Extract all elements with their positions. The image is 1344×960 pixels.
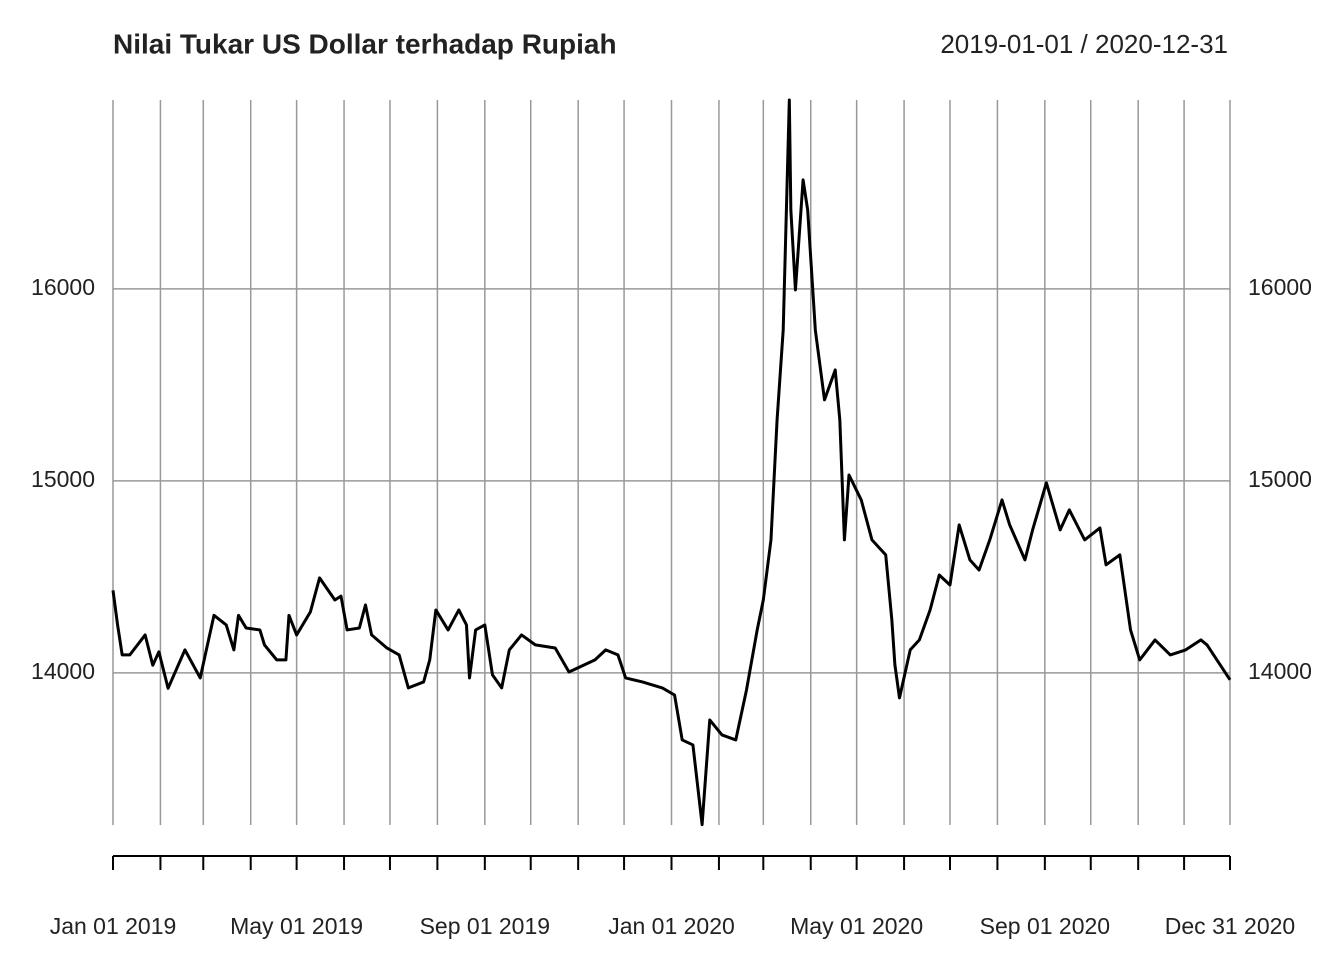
y-tick-label-right: 14000: [1248, 658, 1312, 684]
x-tick-label: May 01 2020: [790, 913, 923, 939]
x-tick-label: Jan 01 2019: [50, 913, 177, 939]
chart-title: Nilai Tukar US Dollar terhadap Rupiah: [113, 28, 617, 59]
x-tick-label: Jan 01 2020: [608, 913, 735, 939]
x-tick-label: Dec 31 2020: [1165, 913, 1295, 939]
y-tick-label: 14000: [31, 658, 95, 684]
x-tick-label: Sep 01 2020: [980, 913, 1110, 939]
x-tick-label: Sep 01 2019: [420, 913, 550, 939]
date-range: 2019-01-01 / 2020-12-31: [940, 29, 1228, 59]
y-tick-label: 16000: [31, 274, 95, 300]
x-tick-label: May 01 2019: [230, 913, 363, 939]
y-tick-label-right: 16000: [1248, 274, 1312, 300]
y-tick-label-right: 15000: [1248, 466, 1312, 492]
y-tick-label: 15000: [31, 466, 95, 492]
price-line: [111, 98, 1232, 827]
